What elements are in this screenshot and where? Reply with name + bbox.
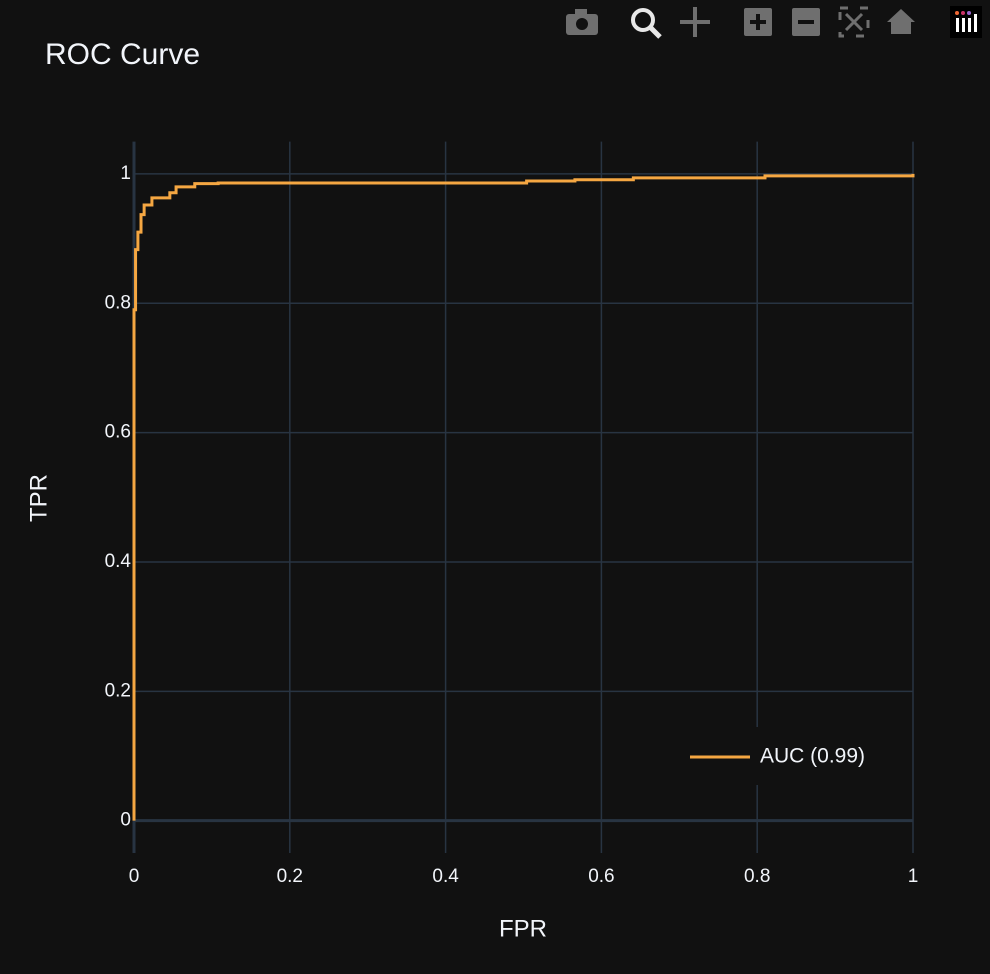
x-tick-label: 1 [908,866,919,887]
x-tick-label: 0 [129,866,140,887]
y-tick-label: 0.2 [105,680,131,701]
toolbar-pan[interactable] [680,7,710,37]
x-tick-label: 0.8 [744,866,770,887]
x-tick-label: 0.2 [277,866,303,887]
plotly-logo[interactable] [950,6,982,38]
y-tick-label: 0.4 [105,551,132,572]
y-tick-label: 1 [120,163,131,184]
roc-line [132,173,915,821]
toolbar-autoscale[interactable] [838,6,870,38]
toolbar-reset[interactable] [887,9,915,34]
y-tick-label: 0.8 [105,292,131,313]
toolbar-camera[interactable] [566,9,598,35]
x-tick-label: 0.4 [432,866,459,887]
toolbar-zoom[interactable] [631,8,662,39]
x-axis-title: FPR [499,915,547,942]
chart-title: ROC Curve [45,38,200,71]
toolbar-zoom-out[interactable] [792,8,820,36]
toolbar [566,6,982,39]
y-tick-label: 0 [120,810,131,831]
y-tick-label: 0.6 [105,422,131,443]
toolbar-zoom-in[interactable] [744,8,772,36]
x-tick-label: 0.6 [588,866,614,887]
y-axis-title: TPR [25,474,52,522]
legend-label: AUC (0.99) [760,745,865,768]
